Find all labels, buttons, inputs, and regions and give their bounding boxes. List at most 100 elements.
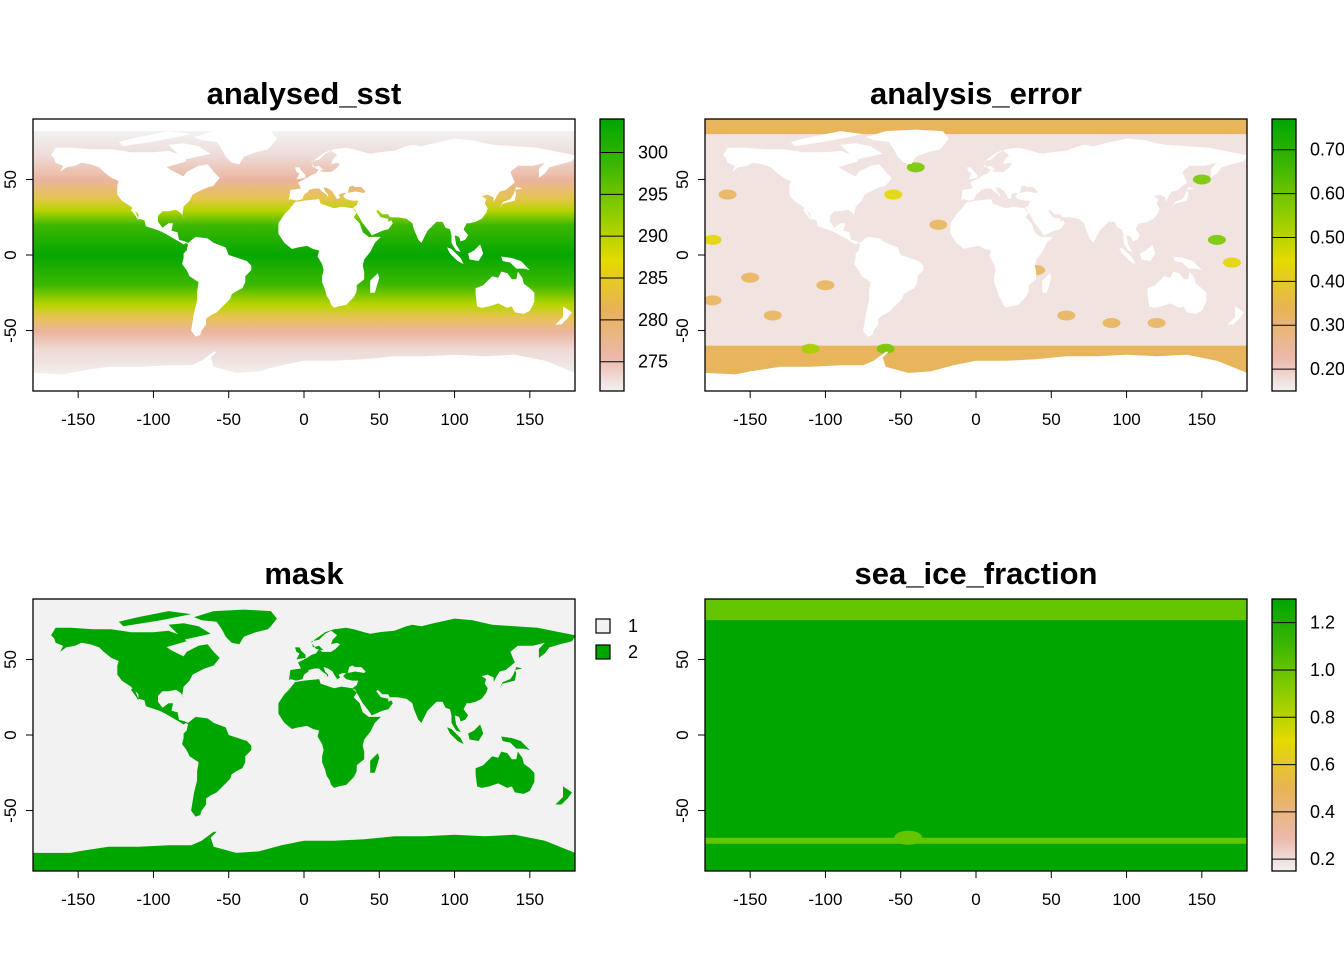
error-patch xyxy=(741,272,760,283)
land-south-america xyxy=(182,236,252,337)
panel-analysis_error: analysis_error -150 -100 -50 0 50 100 150 -50 0 50… xyxy=(673,76,1344,429)
land-africa xyxy=(950,199,1053,308)
land-south-america xyxy=(182,716,252,817)
land-new-zealand xyxy=(555,786,572,805)
y-tick-label: 50 xyxy=(1,650,20,669)
colorbar-label: 0.8 xyxy=(1310,707,1335,727)
panel-title: analysed_sst xyxy=(207,76,402,111)
map-raster xyxy=(705,119,1247,391)
x-tick-label: -150 xyxy=(733,890,767,909)
y-tick-label: -50 xyxy=(673,798,692,823)
land-new-guinea xyxy=(1173,256,1202,271)
land-uk xyxy=(295,167,306,180)
y-tick-label: 0 xyxy=(673,250,692,259)
y-tick-label: 0 xyxy=(1,250,20,259)
land-africa xyxy=(278,679,381,788)
y-tick-label: 0 xyxy=(1,730,20,739)
land-japan xyxy=(499,667,523,689)
panel-title: analysis_error xyxy=(870,76,1082,111)
land-greenland xyxy=(194,609,277,645)
land-eurasia xyxy=(960,138,1247,252)
x-tick-label: 0 xyxy=(971,410,980,429)
error-patch xyxy=(906,162,925,173)
land-madagascar xyxy=(370,753,380,773)
colorbar-label: 0.4 xyxy=(1310,802,1335,822)
weddell-ice xyxy=(894,830,923,845)
colorbar xyxy=(599,118,625,392)
legend-label: 2 xyxy=(628,642,638,662)
land-indonesia-borneo xyxy=(1140,244,1156,261)
land-new-zealand xyxy=(1227,306,1244,325)
error-patch xyxy=(929,219,948,230)
x-tick-label: 100 xyxy=(1112,890,1140,909)
x-tick-label: -150 xyxy=(61,890,95,909)
map-raster xyxy=(705,599,1247,871)
colorbar xyxy=(1271,118,1297,392)
colorbar-label: 0.6 xyxy=(1310,755,1335,775)
ocean-band-north xyxy=(705,119,1247,135)
land-sumatra xyxy=(1119,247,1136,265)
x-tick-label: 0 xyxy=(299,410,308,429)
x-tick-label: 150 xyxy=(516,410,544,429)
error-patch xyxy=(705,295,722,306)
land-madagascar xyxy=(370,273,380,293)
x-tick-label: -50 xyxy=(216,890,241,909)
y-tick-label: -50 xyxy=(673,318,692,343)
colorbar-label: 0.50 xyxy=(1310,227,1344,247)
x-tick-label: 50 xyxy=(370,890,389,909)
land-africa xyxy=(278,199,381,308)
land-greenland xyxy=(866,129,949,165)
land-north-america xyxy=(723,147,892,245)
panel-title: mask xyxy=(264,556,344,591)
land-sumatra xyxy=(447,247,464,265)
error-patch xyxy=(705,234,722,245)
colorbar-label: 0.60 xyxy=(1310,184,1344,204)
x-tick-label: -150 xyxy=(733,410,767,429)
land-north-america xyxy=(51,627,220,725)
x-tick-label: 50 xyxy=(370,410,389,429)
x-tick-label: 100 xyxy=(1112,410,1140,429)
map-raster xyxy=(33,129,575,391)
x-tick-label: 150 xyxy=(516,890,544,909)
y-tick-label: 50 xyxy=(1,170,20,189)
land-sumatra xyxy=(447,727,464,745)
land-eurasia xyxy=(288,618,575,732)
y-tick-label: 50 xyxy=(673,650,692,669)
land-australia xyxy=(475,271,535,314)
error-patch xyxy=(718,189,737,200)
land-australia xyxy=(1147,271,1207,314)
error-patch xyxy=(1147,318,1166,328)
x-tick-label: 150 xyxy=(1188,410,1216,429)
y-tick-label: 0 xyxy=(673,730,692,739)
land-antarctic-strip xyxy=(33,852,575,871)
error-patch xyxy=(876,343,895,354)
legend-label: 1 xyxy=(628,616,638,636)
land-eurasia xyxy=(288,138,575,252)
colorbar-label: 280 xyxy=(638,310,668,330)
error-patch xyxy=(763,310,782,321)
colorbar-label: 0.30 xyxy=(1310,315,1344,335)
land-antarctica xyxy=(705,351,1247,391)
legend: 12 xyxy=(595,616,638,662)
y-tick-label: -50 xyxy=(1,798,20,823)
error-patch xyxy=(1207,234,1226,245)
x-tick-label: 50 xyxy=(1042,890,1061,909)
colorbar-label: 0.2 xyxy=(1310,849,1335,869)
land-greenland xyxy=(194,129,277,165)
x-tick-label: 100 xyxy=(440,410,468,429)
x-tick-label: 50 xyxy=(1042,410,1061,429)
land-new-guinea xyxy=(501,736,530,751)
land-arctic-isles xyxy=(118,611,192,627)
land-australia xyxy=(475,751,535,794)
x-tick-label: -50 xyxy=(216,410,241,429)
colorbar xyxy=(1271,598,1297,872)
error-patch xyxy=(1057,310,1076,321)
x-tick-label: 0 xyxy=(971,890,980,909)
colorbar-label: 0.20 xyxy=(1310,359,1344,379)
land-madagascar xyxy=(1042,273,1052,293)
land-indonesia-borneo xyxy=(468,244,484,261)
x-tick-label: -50 xyxy=(888,890,913,909)
error-patch xyxy=(1192,174,1211,185)
panel-analysed_sst: analysed_sst -150 -100 -50 0 50 100 150 -50 0 50 27… xyxy=(1,76,668,429)
